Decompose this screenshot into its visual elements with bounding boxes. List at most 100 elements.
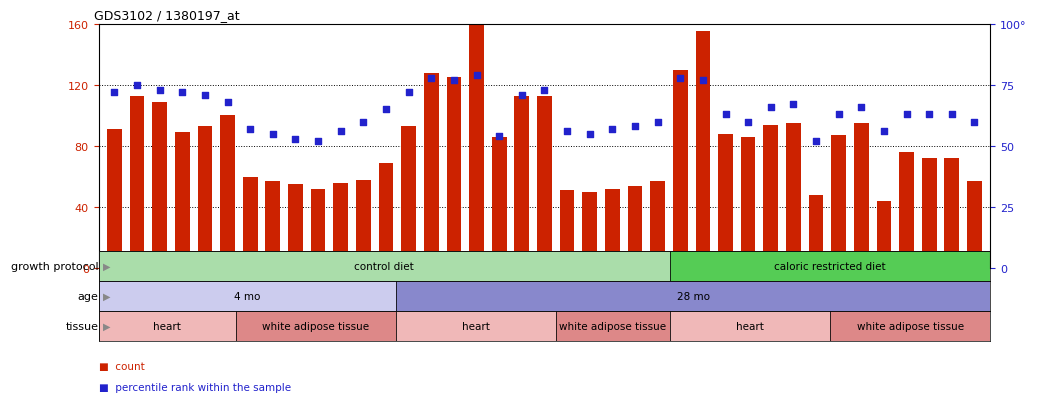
Point (333, 129, 349, 135)
Bar (968, 182, 982, 268)
Bar (311, 189, 326, 268)
Text: heart: heart (461, 321, 489, 331)
Text: growth protocol: growth protocol (11, 261, 99, 271)
Bar (583, 192, 597, 268)
Bar (492, 138, 506, 268)
Text: white adipose tissue: white adipose tissue (857, 321, 963, 331)
Point (491, 133, 507, 140)
Bar (424, 74, 439, 268)
Bar (719, 135, 733, 268)
Point (106, 90, 122, 96)
Text: ■  percentile rank within the sample: ■ percentile rank within the sample (99, 382, 290, 392)
Text: age: age (78, 291, 99, 301)
Text: 28 mo: 28 mo (676, 291, 709, 301)
Bar (396, 311, 556, 341)
Point (377, 107, 394, 114)
Bar (107, 130, 121, 268)
Point (831, 112, 847, 118)
Point (151, 87, 168, 94)
Text: control diet: control diet (355, 261, 414, 271)
Bar (514, 96, 529, 268)
Bar (197, 127, 213, 268)
Bar (740, 138, 756, 268)
Point (174, 90, 191, 96)
Text: heart: heart (153, 321, 181, 331)
Point (785, 102, 802, 109)
Bar (831, 311, 990, 341)
Bar (99, 268, 990, 413)
Point (264, 131, 281, 138)
Point (355, 119, 371, 126)
Point (921, 112, 937, 118)
Point (808, 138, 824, 145)
Point (242, 126, 258, 133)
Point (423, 75, 440, 82)
Point (287, 136, 304, 142)
Text: ■  count: ■ count (99, 361, 144, 371)
Bar (99, 281, 396, 311)
Point (582, 131, 598, 138)
Bar (650, 182, 665, 268)
Bar (876, 202, 892, 268)
Point (695, 78, 711, 84)
Bar (832, 136, 846, 268)
Bar (537, 96, 552, 268)
Point (446, 78, 463, 84)
Bar (922, 159, 936, 268)
Bar (899, 153, 914, 268)
Bar (220, 116, 235, 268)
Bar (447, 78, 461, 268)
Bar (853, 124, 869, 268)
Point (672, 75, 689, 82)
Text: caloric restricted diet: caloric restricted diet (775, 261, 886, 271)
Point (718, 112, 734, 118)
Bar (356, 180, 370, 268)
Bar (945, 159, 959, 268)
Point (219, 100, 235, 106)
Bar (786, 124, 801, 268)
Bar (99, 311, 235, 341)
Point (853, 104, 870, 111)
Point (966, 119, 983, 126)
Point (875, 129, 892, 135)
Bar (560, 191, 574, 268)
Point (197, 92, 214, 99)
Bar (556, 311, 670, 341)
Point (400, 90, 417, 96)
Point (739, 119, 756, 126)
Bar (627, 186, 642, 268)
Point (626, 124, 643, 131)
Point (536, 87, 553, 94)
Text: GDS3102 / 1380197_at: GDS3102 / 1380197_at (94, 9, 240, 22)
Bar (396, 281, 990, 311)
Text: white adipose tissue: white adipose tissue (560, 321, 667, 331)
Point (310, 138, 327, 145)
Bar (130, 96, 144, 268)
Bar (99, 252, 670, 281)
Bar (809, 195, 823, 268)
Text: white adipose tissue: white adipose tissue (262, 321, 369, 331)
Point (129, 83, 145, 89)
Text: heart: heart (736, 321, 764, 331)
Bar (763, 125, 778, 268)
Text: ▶: ▶ (103, 261, 111, 271)
Point (898, 112, 915, 118)
Text: 4 mo: 4 mo (234, 291, 260, 301)
Bar (152, 102, 167, 268)
Point (944, 112, 960, 118)
Bar (469, 25, 484, 268)
Point (604, 126, 620, 133)
Point (762, 104, 779, 111)
Point (469, 73, 485, 79)
Bar (288, 185, 303, 268)
Point (559, 129, 576, 135)
Bar (175, 133, 190, 268)
Bar (265, 182, 280, 268)
Text: ▶: ▶ (103, 291, 111, 301)
Bar (673, 71, 688, 268)
Bar (235, 311, 396, 341)
Bar (670, 311, 831, 341)
Bar (333, 183, 348, 268)
Bar (696, 32, 710, 268)
Bar (243, 177, 257, 268)
